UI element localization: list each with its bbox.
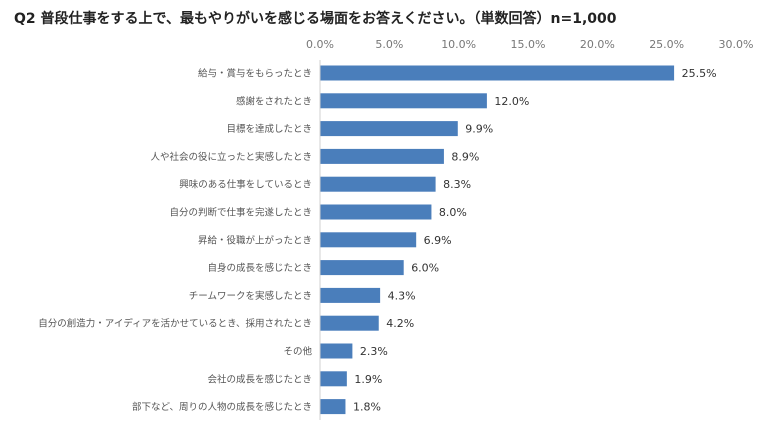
bar [320, 65, 675, 81]
category-label: チームワークを実感したとき [189, 290, 312, 302]
bar [320, 287, 381, 303]
data-label: 9.9% [465, 123, 493, 136]
x-tick-label: 25.0% [649, 38, 684, 51]
x-tick-label: 5.0% [375, 38, 403, 51]
bar [320, 315, 379, 331]
category-label: その他 [283, 346, 312, 358]
bar [320, 176, 436, 192]
bar [320, 371, 347, 387]
bar [320, 204, 432, 220]
bar [320, 343, 353, 359]
x-tick-label: 15.0% [511, 38, 546, 51]
data-label: 8.3% [443, 178, 471, 191]
x-tick-label: 20.0% [580, 38, 615, 51]
category-label: 部下など、周りの人物の成長を感じたとき [132, 401, 312, 413]
category-label: 昇給・役職が上がったとき [198, 234, 312, 246]
x-tick-label: 30.0% [719, 38, 754, 51]
category-label: 自身の成長を感じたとき [207, 262, 312, 274]
category-label: 自分の判断で仕事を完遂したとき [169, 207, 312, 219]
category-label: 興味のある仕事をしているとき [179, 179, 312, 191]
x-tick-label: 10.0% [441, 38, 476, 51]
category-label: 感謝をされたとき [236, 95, 312, 107]
data-label: 1.9% [354, 373, 382, 386]
data-label: 8.0% [439, 206, 467, 219]
data-label: 2.3% [360, 345, 388, 358]
bar [320, 232, 417, 248]
x-tick-label: 0.0% [306, 38, 334, 51]
data-label: 6.9% [424, 234, 452, 247]
chart-title: Q2 普段仕事をする上で、最もやりがいを感じる場面をお答えください。（単数回答）… [14, 11, 617, 27]
bar [320, 399, 346, 415]
data-label: 6.0% [411, 262, 439, 275]
data-label: 8.9% [451, 150, 479, 163]
data-label: 1.8% [353, 401, 381, 414]
category-label: 給与・賞与をもらったとき [198, 68, 312, 80]
bar [320, 121, 458, 137]
data-label: 12.0% [494, 95, 529, 108]
category-label: 会社の成長を感じたとき [207, 373, 312, 385]
data-label: 4.2% [386, 317, 414, 330]
category-label: 人や社会の役に立ったと実感したとき [150, 151, 312, 163]
data-label: 25.5% [682, 67, 717, 80]
category-label: 自分の創造力・アイディアを活かせているとき、採用されたとき [38, 318, 312, 330]
bar [320, 93, 487, 109]
category-label: 目標を達成したとき [226, 123, 312, 135]
bar [320, 148, 444, 164]
data-label: 4.3% [388, 289, 416, 302]
bar [320, 260, 404, 276]
